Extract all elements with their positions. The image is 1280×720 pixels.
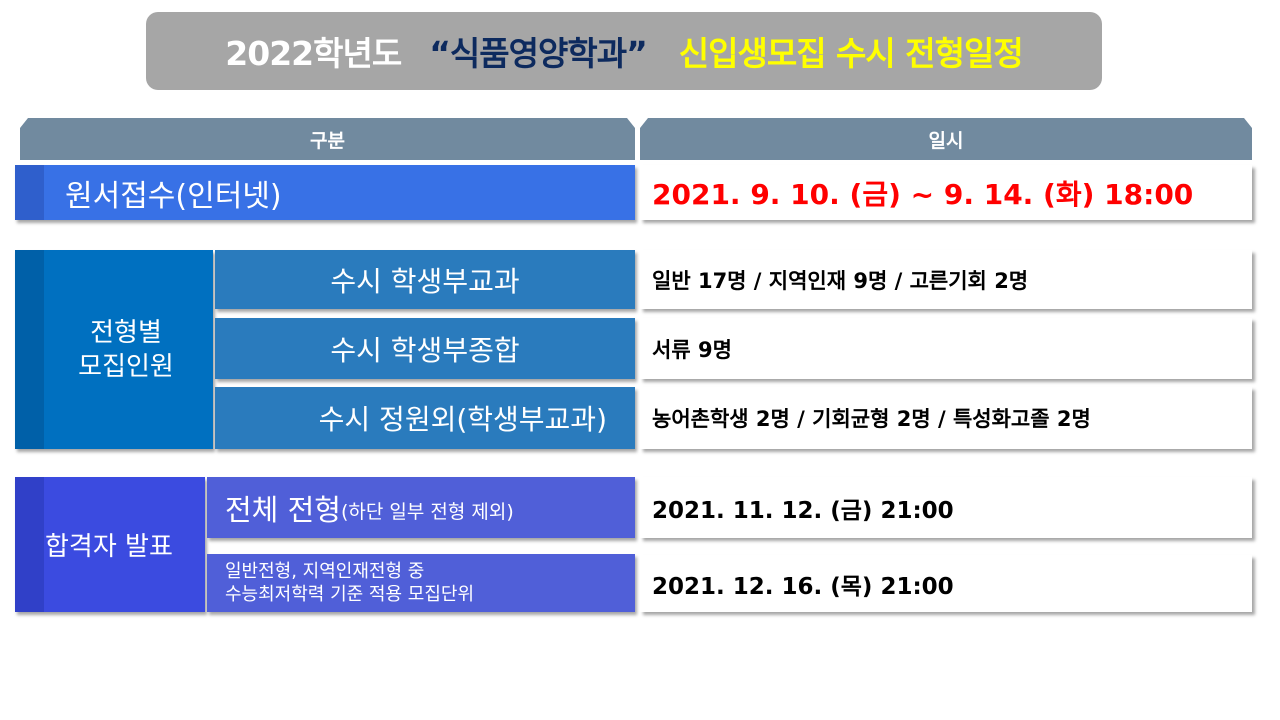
quota-row-label: 수시 학생부종합 — [215, 318, 635, 379]
announcement-row-label: 전체 전형 (하단 일부 전형 제외) — [207, 477, 635, 538]
announcement-row-value: 2021. 11. 12. (금) 21:00 — [640, 477, 1252, 538]
title-year: 2022학년도 — [225, 34, 402, 73]
announcement-row-value: 2021. 12. 16. (목) 21:00 — [640, 555, 1252, 612]
quota-row-value: 서류 9명 — [640, 318, 1252, 379]
header-category: 구분 — [20, 118, 635, 160]
page-title: 2022학년도 “식품영양학과” 신입생모집 수시 전형일정 — [146, 12, 1102, 90]
announcement-note: (하단 일부 전형 제외) — [340, 501, 514, 523]
application-value: 2021. 9. 10. (금) ~ 9. 14. (화) 18:00 — [640, 165, 1252, 220]
title-department: “식품영양학과” — [429, 34, 648, 73]
stripe — [15, 165, 44, 220]
quota-label-line2: 모집인원 — [78, 351, 174, 382]
application-label: 원서접수(인터넷) — [65, 178, 282, 214]
announcement-label-line2: 수능최저학력 기준 적용 모집단위 — [225, 584, 475, 605]
application-label-cell: 원서접수(인터넷) — [15, 165, 635, 220]
quota-row-label: 수시 학생부교과 — [215, 250, 635, 309]
quota-row-label: 수시 정원외(학생부교과) — [215, 387, 635, 449]
stripe — [15, 477, 44, 612]
title-subject: 신입생모집 수시 전형일정 — [678, 34, 1024, 73]
quota-row-value: 농어촌학생 2명 / 기회균형 2명 / 특성화고졸 2명 — [640, 387, 1252, 449]
header-datetime: 일시 — [640, 118, 1252, 160]
announcement-label-line1: 일반전형, 지역인재전형 중 — [225, 561, 425, 582]
announcement-main-label: 전체 전형 — [225, 492, 341, 527]
announcement-label-cell: 합격자 발표 — [15, 477, 205, 612]
announcement-label: 합격자 발표 — [45, 532, 173, 562]
announcement-row-label: 일반전형, 지역인재전형 중 수능최저학력 기준 적용 모집단위 — [207, 554, 635, 612]
quota-label-line1: 전형별 — [90, 317, 162, 348]
stripe — [15, 250, 44, 449]
quota-label-cell: 전형별 모집인원 — [15, 250, 213, 449]
quota-row-value: 일반 17명 / 지역인재 9명 / 고른기회 2명 — [640, 250, 1252, 309]
